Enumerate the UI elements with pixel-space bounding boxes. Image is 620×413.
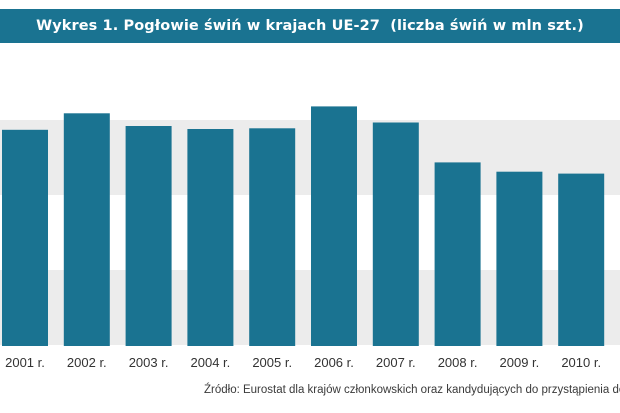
x-tick-label: 2005 r. [252, 355, 292, 370]
x-tick-label: 2002 r. [67, 355, 107, 370]
bar-2006 [311, 106, 357, 347]
x-tick-label: 2004 r. [191, 355, 231, 370]
x-tick-label: 2007 r. [376, 355, 416, 370]
bar-2007 [372, 122, 419, 346]
bar-2003 [125, 126, 172, 346]
x-tick-label: 2006 r. [314, 355, 354, 370]
x-axis-tick-labels: 2001 r. 2002 r. 2003 r. 2004 r. 2005 r. 2006 … [5, 355, 601, 370]
source-note: Źródło: Eurostat dla krajów członkowskic… [204, 384, 620, 396]
bar-2002 [63, 113, 110, 346]
x-tick-label: 2008 r. [438, 355, 478, 370]
bar-2008 [434, 162, 481, 346]
bar-2004 [187, 129, 234, 346]
bar-series [2, 106, 605, 347]
x-tick-label: 2009 r. [500, 355, 540, 370]
bar-2005 [249, 128, 296, 346]
chart-title: Wykres 1. Pogłowie świń w krajach UE-27 … [36, 18, 584, 34]
x-tick-label: 2001 r. [5, 355, 45, 370]
x-tick-label: 2010 r. [561, 355, 601, 370]
x-tick-label: 2003 r. [129, 355, 169, 370]
bar-2001 [2, 129, 48, 346]
bar-2009 [496, 171, 543, 346]
bar-2010 [558, 173, 605, 346]
title-bar [0, 9, 620, 43]
